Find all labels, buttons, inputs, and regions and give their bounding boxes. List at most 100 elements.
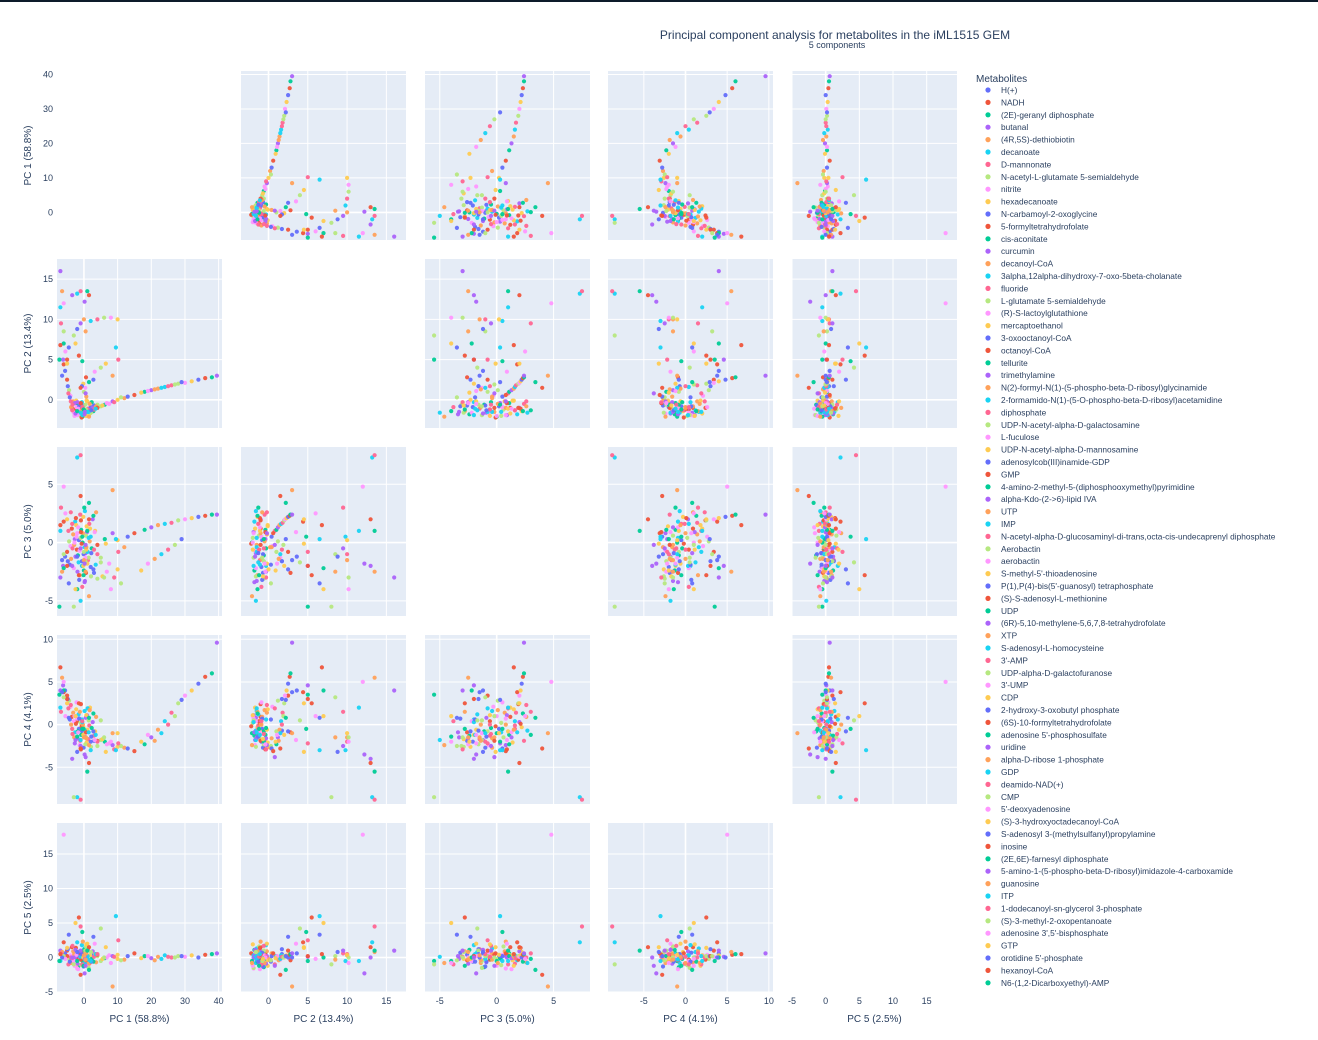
data-point[interactable] — [707, 380, 712, 385]
data-point[interactable] — [319, 234, 324, 239]
data-point[interactable] — [705, 405, 710, 410]
data-point[interactable] — [827, 74, 832, 79]
data-point[interactable] — [60, 373, 65, 378]
data-point[interactable] — [80, 929, 85, 935]
data-point[interactable] — [263, 742, 268, 747]
data-point[interactable] — [864, 537, 869, 542]
data-point[interactable] — [808, 299, 813, 304]
data-point[interactable] — [666, 564, 671, 570]
data-point[interactable] — [88, 739, 93, 744]
data-point[interactable] — [283, 967, 288, 972]
data-point[interactable] — [460, 315, 465, 320]
legend-item[interactable]: IMP — [985, 519, 1016, 529]
data-point[interactable] — [708, 559, 713, 564]
data-point[interactable] — [704, 113, 709, 118]
data-point[interactable] — [683, 531, 688, 536]
data-point[interactable] — [269, 534, 274, 539]
data-point[interactable] — [203, 513, 208, 518]
data-point[interactable] — [346, 575, 351, 580]
data-point[interactable] — [528, 956, 533, 961]
data-point[interactable] — [259, 700, 264, 705]
data-point[interactable] — [708, 227, 713, 232]
data-point[interactable] — [259, 584, 264, 589]
data-point[interactable] — [279, 124, 284, 129]
data-point[interactable] — [89, 408, 94, 413]
data-point[interactable] — [93, 732, 98, 737]
data-point[interactable] — [672, 547, 677, 552]
data-point[interactable] — [474, 388, 479, 394]
data-point[interactable] — [254, 730, 259, 735]
data-point[interactable] — [820, 235, 825, 240]
data-point[interactable] — [513, 120, 519, 125]
data-point[interactable] — [214, 512, 219, 517]
data-point[interactable] — [260, 574, 266, 579]
data-point[interactable] — [664, 527, 669, 532]
data-point[interactable] — [818, 594, 823, 599]
data-point[interactable] — [257, 963, 262, 968]
data-point[interactable] — [58, 269, 63, 274]
data-point[interactable] — [269, 207, 274, 213]
data-point[interactable] — [454, 172, 459, 177]
data-point[interactable] — [695, 214, 701, 219]
legend-item[interactable]: hexanoyl-CoA — [985, 965, 1054, 975]
data-point[interactable] — [499, 409, 504, 414]
data-point[interactable] — [697, 204, 702, 209]
legend-item[interactable]: 3'-AMP — [985, 655, 1028, 665]
data-point[interactable] — [675, 952, 680, 957]
data-point[interactable] — [432, 795, 437, 800]
data-point[interactable] — [176, 518, 181, 523]
data-point[interactable] — [512, 719, 517, 724]
data-point[interactable] — [468, 934, 473, 939]
data-point[interactable] — [523, 956, 528, 961]
data-point[interactable] — [479, 718, 484, 723]
data-point[interactable] — [501, 944, 506, 949]
data-point[interactable] — [691, 341, 696, 346]
data-point[interactable] — [668, 530, 673, 535]
data-point[interactable] — [280, 710, 285, 715]
data-point[interactable] — [671, 202, 676, 207]
data-point[interactable] — [268, 717, 273, 722]
data-point[interactable] — [475, 215, 480, 220]
data-point[interactable] — [660, 385, 665, 390]
data-point[interactable] — [71, 604, 76, 609]
data-point[interactable] — [506, 206, 511, 212]
data-point[interactable] — [829, 410, 834, 415]
data-point[interactable] — [679, 538, 684, 543]
data-point[interactable] — [251, 563, 256, 568]
data-point[interactable] — [710, 954, 715, 959]
data-point[interactable] — [461, 203, 466, 208]
legend-item[interactable]: inosine — [985, 841, 1028, 851]
data-point[interactable] — [540, 746, 545, 751]
data-point[interactable] — [82, 578, 87, 584]
legend-item[interactable]: L-fuculose — [985, 432, 1040, 442]
data-point[interactable] — [493, 724, 498, 729]
data-point[interactable] — [76, 730, 81, 735]
data-point[interactable] — [471, 227, 476, 232]
data-point[interactable] — [90, 720, 95, 725]
data-point[interactable] — [820, 217, 825, 222]
data-point[interactable] — [82, 505, 87, 510]
data-point[interactable] — [488, 743, 494, 749]
data-point[interactable] — [283, 697, 288, 702]
panel-pc3-vs-pc1[interactable] — [57, 447, 222, 616]
data-point[interactable] — [255, 587, 260, 592]
data-point[interactable] — [517, 949, 522, 954]
data-point[interactable] — [60, 675, 65, 680]
data-point[interactable] — [65, 517, 70, 522]
data-point[interactable] — [249, 743, 255, 748]
data-point[interactable] — [466, 216, 471, 222]
data-point[interactable] — [253, 949, 258, 955]
data-point[interactable] — [834, 735, 839, 740]
data-point[interactable] — [341, 213, 346, 218]
data-point[interactable] — [460, 234, 465, 239]
data-point[interactable] — [329, 604, 334, 609]
data-point[interactable] — [729, 289, 734, 294]
data-point[interactable] — [449, 920, 454, 926]
data-point[interactable] — [58, 505, 64, 510]
data-point[interactable] — [843, 729, 848, 734]
data-point[interactable] — [69, 722, 74, 727]
data-point[interactable] — [86, 743, 92, 748]
data-point[interactable] — [297, 560, 302, 565]
data-point[interactable] — [637, 206, 642, 212]
data-point[interactable] — [333, 954, 338, 959]
